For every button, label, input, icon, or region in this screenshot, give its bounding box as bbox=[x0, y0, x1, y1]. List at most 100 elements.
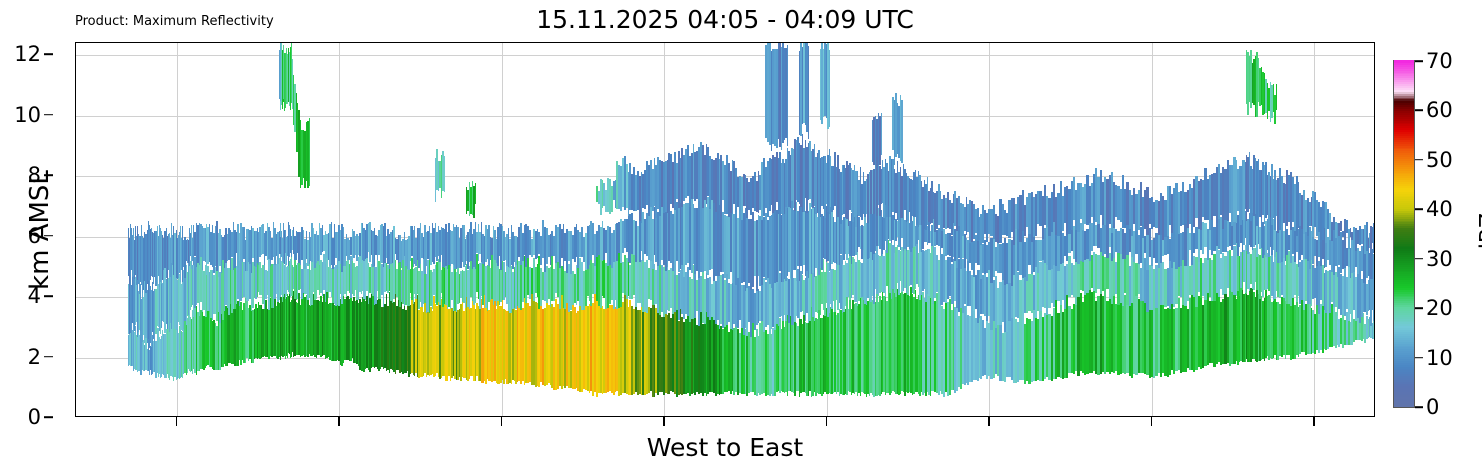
heatmap-cell bbox=[1202, 263, 1205, 296]
heatmap-cell bbox=[1321, 201, 1324, 240]
heatmap-cell bbox=[1325, 229, 1328, 267]
heatmap-cell bbox=[622, 302, 624, 393]
heatmap-cell bbox=[705, 272, 708, 313]
heatmap-cell bbox=[603, 183, 606, 206]
heatmap-cell bbox=[925, 290, 927, 397]
heatmap-cell bbox=[1362, 312, 1365, 339]
heatmap-cell bbox=[240, 223, 242, 262]
heatmap-cell bbox=[1115, 184, 1118, 218]
heatmap-cell bbox=[507, 309, 510, 385]
heatmap-cell bbox=[176, 279, 178, 330]
heatmap-cell bbox=[819, 318, 822, 395]
heatmap-cell bbox=[666, 199, 669, 267]
heatmap-cell bbox=[729, 317, 732, 394]
heatmap-cell bbox=[164, 267, 166, 333]
heatmap-cell bbox=[159, 338, 162, 378]
heatmap-cell bbox=[1275, 246, 1278, 292]
heatmap-cell bbox=[765, 212, 767, 281]
heatmap-cell bbox=[668, 201, 671, 261]
heatmap-cell bbox=[821, 43, 823, 124]
heatmap-cell bbox=[986, 314, 989, 379]
heatmap-cell bbox=[902, 210, 905, 251]
heatmap-cell bbox=[1269, 256, 1272, 299]
heatmap-cell bbox=[786, 45, 789, 147]
heatmap-cell bbox=[409, 269, 412, 294]
heatmap-cell bbox=[527, 225, 530, 258]
heatmap-cell bbox=[1246, 155, 1248, 221]
heatmap-cell bbox=[282, 47, 284, 103]
heatmap-cell bbox=[597, 225, 600, 256]
heatmap-cell bbox=[311, 255, 313, 305]
heatmap-cell bbox=[1186, 190, 1189, 228]
heatmap-cell bbox=[238, 233, 241, 261]
heatmap-cell bbox=[1135, 194, 1138, 232]
heatmap-cell bbox=[1090, 291, 1093, 373]
heatmap-cell bbox=[742, 173, 745, 207]
heatmap-cell bbox=[308, 258, 310, 298]
heatmap-cell bbox=[538, 303, 541, 388]
heatmap-cell bbox=[1295, 263, 1298, 303]
colorbar-segment bbox=[1394, 139, 1414, 142]
heatmap-cell bbox=[1231, 255, 1234, 292]
heatmap-cell bbox=[1202, 179, 1205, 217]
heatmap-cell bbox=[932, 191, 934, 220]
heatmap-cell bbox=[1263, 298, 1266, 361]
heatmap-cell bbox=[612, 252, 615, 310]
colorbar-tick-label: 40 bbox=[1426, 197, 1453, 222]
heatmap-cell bbox=[687, 144, 689, 197]
heatmap-cell bbox=[293, 266, 295, 289]
heatmap-cell bbox=[1075, 190, 1078, 231]
heatmap-cell bbox=[887, 170, 890, 206]
heatmap-cell bbox=[692, 308, 695, 394]
heatmap-cell bbox=[260, 224, 263, 256]
heatmap-cell bbox=[184, 321, 186, 374]
heatmap-cell bbox=[902, 236, 905, 291]
heatmap-cell bbox=[161, 279, 163, 328]
heatmap-cell bbox=[1226, 297, 1229, 363]
colorbar-segment bbox=[1394, 294, 1414, 298]
heatmap-cell bbox=[336, 295, 339, 360]
heatmap-cell bbox=[1272, 178, 1275, 218]
heatmap-cell bbox=[301, 268, 303, 299]
heatmap-cell bbox=[134, 282, 136, 316]
heatmap-cell bbox=[822, 216, 825, 259]
heatmap-cell bbox=[1023, 242, 1027, 278]
heatmap-cell bbox=[1006, 277, 1009, 333]
heatmap-cell bbox=[503, 231, 505, 262]
heatmap-cell bbox=[360, 301, 362, 371]
heatmap-cell bbox=[169, 271, 172, 323]
heatmap-cell bbox=[807, 310, 810, 396]
heatmap-cell bbox=[531, 292, 533, 385]
heatmap-cell bbox=[636, 310, 639, 396]
heatmap-cell bbox=[877, 302, 880, 395]
heatmap-cell bbox=[473, 228, 475, 268]
colorbar-segment bbox=[1394, 333, 1414, 336]
heatmap-cell bbox=[980, 272, 983, 314]
heatmap-cell bbox=[1262, 221, 1264, 258]
heatmap-cell bbox=[958, 196, 960, 226]
heatmap-cell bbox=[798, 143, 801, 205]
heatmap-cell bbox=[916, 177, 918, 226]
heatmap-cell bbox=[1277, 255, 1280, 297]
heatmap-cell bbox=[366, 296, 368, 368]
heatmap-cell bbox=[1106, 301, 1109, 372]
heatmap-cell bbox=[853, 214, 856, 256]
heatmap-cell bbox=[1271, 246, 1273, 297]
heatmap-cell bbox=[1175, 308, 1178, 372]
heatmap-cell bbox=[1014, 229, 1018, 283]
heatmap-cell bbox=[159, 280, 162, 334]
heatmap-cell bbox=[1019, 233, 1022, 275]
heatmap-cell bbox=[603, 227, 606, 261]
heatmap-cell bbox=[197, 253, 199, 304]
heatmap-cell bbox=[601, 305, 604, 394]
heatmap-cell bbox=[731, 277, 734, 330]
colorbar-segment bbox=[1394, 150, 1414, 154]
heatmap-cell bbox=[259, 261, 261, 296]
heatmap-cell bbox=[1347, 320, 1350, 345]
heatmap-cell bbox=[692, 143, 695, 199]
heatmap-cell bbox=[166, 235, 168, 279]
colorbar-tick-label: 10 bbox=[1426, 345, 1453, 370]
heatmap-cell bbox=[1306, 226, 1309, 261]
heatmap-cell bbox=[713, 160, 715, 203]
heatmap-cell bbox=[1077, 182, 1080, 233]
